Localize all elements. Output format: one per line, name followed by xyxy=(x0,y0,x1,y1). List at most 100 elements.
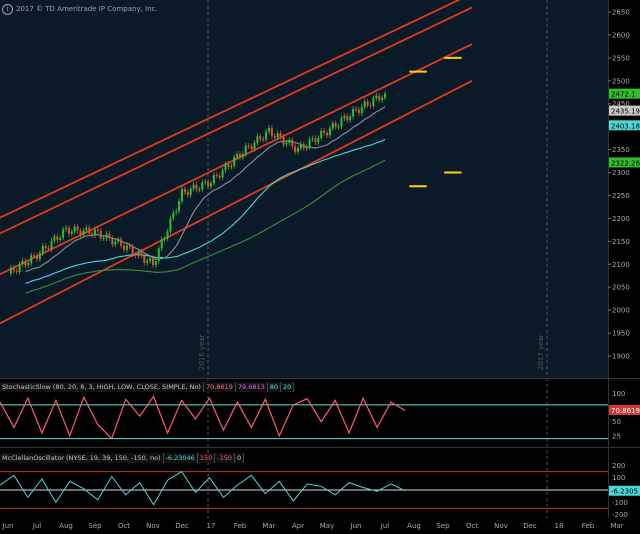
mcclellan-y-tick-label: -200 xyxy=(612,511,628,519)
candle-body xyxy=(250,146,253,150)
candle-body xyxy=(244,145,247,154)
candle-body xyxy=(302,144,305,149)
price-y-tick-label: 1950 xyxy=(612,330,630,338)
candle-body xyxy=(343,116,346,119)
candle-body xyxy=(233,157,236,167)
candle-body xyxy=(152,258,154,265)
candle-body xyxy=(299,144,302,149)
candle-body xyxy=(146,260,149,263)
candle-body xyxy=(305,147,308,149)
candle-body xyxy=(192,184,195,189)
candle-body xyxy=(128,245,131,247)
stoch-y-tick-label: 25 xyxy=(612,432,621,440)
candle-body xyxy=(317,138,320,143)
stochastic-oversold: 20 xyxy=(281,382,295,392)
candle-body xyxy=(120,239,123,246)
mcclellan-label[interactable]: McClellanOscillator (NYSE, 19, 39, 150, … xyxy=(0,453,245,463)
x-axis-label: Sep xyxy=(88,522,102,530)
stochastic-value-2: 79.6813 xyxy=(235,382,268,392)
candle-body xyxy=(375,95,378,99)
candle-body xyxy=(215,174,218,176)
candle-body xyxy=(363,101,366,107)
candle-body xyxy=(378,95,381,101)
candle-body xyxy=(181,189,183,202)
candle-body xyxy=(268,127,270,132)
x-axis-label: Mar xyxy=(610,522,623,530)
price-y-tick-label: 2550 xyxy=(612,54,630,62)
candle-body xyxy=(207,181,210,187)
candle-body xyxy=(360,106,363,114)
candle-body xyxy=(326,132,328,136)
candle-body xyxy=(265,131,268,140)
candle-body xyxy=(111,238,114,245)
info-icon[interactable]: i xyxy=(2,3,13,15)
candle-body xyxy=(334,123,337,127)
candle-body xyxy=(143,255,146,263)
candle-body xyxy=(59,237,62,240)
candle-body xyxy=(47,247,50,250)
candle-body xyxy=(337,126,340,128)
candle-body xyxy=(70,231,73,234)
candle-body xyxy=(230,166,233,168)
stoch-tag: 70.8619 xyxy=(611,407,640,415)
candle-body xyxy=(18,264,21,272)
stochastic-label[interactable]: StochasticSlow (80, 20, 8, 3, HIGH, LOW,… xyxy=(0,382,295,392)
mcclellan-y-tick-label: -100 xyxy=(612,499,628,507)
candle-body xyxy=(163,238,166,240)
candle-body xyxy=(105,233,108,239)
year-marker-label: 2016 year xyxy=(198,334,206,370)
price-y-tick-label: 1900 xyxy=(612,353,630,361)
copyright-text: 2017 © TD Ameritrade IP Company, Inc. xyxy=(16,5,158,13)
price-y-tick-label: 2350 xyxy=(612,146,630,154)
candle-body xyxy=(27,263,30,266)
candle-body xyxy=(131,246,134,255)
x-axis-label: Feb xyxy=(582,522,595,530)
x-axis-label: Feb xyxy=(234,522,247,530)
candle-body xyxy=(65,227,67,230)
candle-body xyxy=(384,93,386,98)
year-marker-label: 2017 year xyxy=(537,334,545,370)
candle-body xyxy=(270,127,273,136)
candle-body xyxy=(210,183,212,187)
candle-body xyxy=(30,255,33,264)
candle-body xyxy=(340,118,343,127)
candle-body xyxy=(62,229,65,238)
candle-body xyxy=(369,105,372,107)
candle-body xyxy=(259,136,262,140)
price-y-tick-label: 2200 xyxy=(612,215,630,223)
mcclellan-name: McClellanOscillator (NYSE, 19, 39, 150, … xyxy=(0,453,164,463)
candle-body xyxy=(140,251,143,256)
price-y-tick-label: 2250 xyxy=(612,192,630,200)
candle-body xyxy=(99,230,102,239)
candle-body xyxy=(73,226,76,232)
candle-body xyxy=(85,227,88,231)
ma-fast-line xyxy=(25,138,386,284)
candle-body xyxy=(41,245,44,254)
x-axis-label: Jul xyxy=(380,522,390,530)
stoch-tag-bg xyxy=(609,404,640,415)
mcclellan-line xyxy=(0,470,406,506)
candle-body xyxy=(79,230,82,236)
price-y-tick-label: 2150 xyxy=(612,238,630,246)
candle-body xyxy=(166,231,169,239)
candle-body xyxy=(346,116,349,121)
ma-fast-tag: 2435.19 xyxy=(611,108,640,116)
candle-body xyxy=(67,227,70,234)
price-panel-bg xyxy=(0,0,608,378)
candle-body xyxy=(285,142,288,145)
ma-fast-tag-bg xyxy=(609,105,640,116)
candle-body xyxy=(241,153,244,158)
price-y-tick-label: 2600 xyxy=(612,31,630,39)
candle-body xyxy=(204,181,207,183)
candle-body xyxy=(282,136,285,145)
candle-body xyxy=(169,218,172,232)
candle-body xyxy=(253,142,256,150)
candle-body xyxy=(221,170,224,178)
candle-body xyxy=(36,255,38,260)
price-y-tick-label: 2650 xyxy=(612,9,630,17)
candle-body xyxy=(114,241,117,245)
candle-body xyxy=(294,146,297,152)
mcclellan-y-tick-label: 200 xyxy=(612,462,625,470)
